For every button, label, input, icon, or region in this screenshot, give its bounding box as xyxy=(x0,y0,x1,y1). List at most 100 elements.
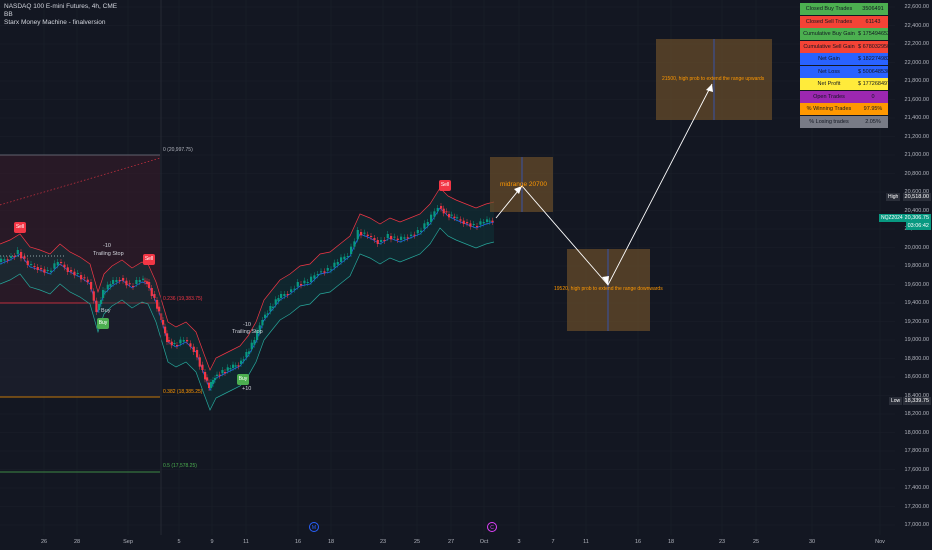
sell-signal-badge[interactable]: Sell xyxy=(14,222,26,233)
indicator-starx-label[interactable]: Starx Money Machine - finalversion xyxy=(4,19,106,26)
price-tick-label: 18,000.00 xyxy=(904,429,929,436)
stats-label: Net Loss xyxy=(818,68,840,75)
candle-body xyxy=(158,306,161,312)
indicator-bb-label[interactable]: BB xyxy=(4,11,13,18)
stats-row: % Winning Trades 97.95% xyxy=(800,103,888,115)
time-tick-label: Oct xyxy=(479,539,489,545)
candle-body xyxy=(95,300,98,312)
candle-body xyxy=(125,280,128,286)
candle-body xyxy=(122,278,125,281)
candle-body xyxy=(206,377,209,381)
candle-body xyxy=(3,259,6,261)
candle-body xyxy=(106,284,109,290)
candle-body xyxy=(221,370,224,374)
stats-value: 0 xyxy=(871,93,875,100)
candle-body xyxy=(440,206,443,209)
price-tick-label: 21,000.00 xyxy=(904,152,929,158)
candle-body xyxy=(232,364,235,368)
bar-countdown-badge: 03:06:42 xyxy=(905,222,931,230)
price-tick-label: 19,200.00 xyxy=(904,318,929,325)
candle-body xyxy=(266,313,269,315)
stats-row: Cumulative Buy Gain$ 17549465330 xyxy=(800,28,888,40)
down-target-zone xyxy=(567,249,650,331)
candle-body xyxy=(466,222,469,224)
price-tick-label: 20,400.00 xyxy=(904,207,929,214)
candle-body xyxy=(413,234,416,236)
candle-body xyxy=(70,270,73,272)
symbol-title[interactable]: NASDAQ 100 E-mini Futures, 4h, CME xyxy=(4,3,118,10)
stats-value: $ 18227498280 xyxy=(858,56,888,62)
candle-body xyxy=(138,280,141,282)
candle-body xyxy=(53,263,56,269)
candle-body xyxy=(469,223,472,227)
candle-body xyxy=(142,278,145,280)
candle-body xyxy=(118,280,121,281)
candle-body xyxy=(248,351,251,354)
buy-label: Buy xyxy=(101,308,111,314)
candle-body xyxy=(482,222,485,224)
price-tick-label: 21,800.00 xyxy=(904,78,929,84)
candle-body xyxy=(370,236,373,237)
candle-body xyxy=(330,269,333,271)
price-tick-label: 19,800.00 xyxy=(904,263,929,269)
candle-body xyxy=(453,216,456,218)
candle-body xyxy=(66,267,69,272)
candle-body xyxy=(258,325,261,333)
time-tick-label: 18 xyxy=(667,539,675,545)
candle-body xyxy=(46,270,49,271)
candle-body xyxy=(229,368,232,370)
candle-body xyxy=(36,267,39,270)
time-tick-label: 11 xyxy=(243,539,249,545)
stats-value: $ 17549465330 xyxy=(858,31,888,37)
sell-signal-badge[interactable]: Sell xyxy=(143,254,155,265)
time-tick-label: 16 xyxy=(294,539,302,545)
candle-body xyxy=(390,236,393,240)
buy-signal-badge[interactable]: Buy xyxy=(237,374,249,385)
candle-body xyxy=(320,271,323,273)
candle-body xyxy=(214,378,217,380)
candle-body xyxy=(179,339,182,344)
candle-body xyxy=(132,286,135,287)
candle-body xyxy=(164,326,167,334)
low-price-badge: 18,339.75 xyxy=(902,397,931,405)
time-tick-label: 25 xyxy=(413,539,421,545)
up-target-label[interactable]: 21500, high prob to extend the range upw… xyxy=(662,76,765,82)
sell-signal-badge[interactable]: Sell xyxy=(439,180,451,191)
candle-body xyxy=(448,214,451,218)
candle-body xyxy=(396,238,399,240)
candle-body xyxy=(250,342,253,350)
candle-body xyxy=(376,240,379,244)
candle-body xyxy=(23,256,26,259)
candle-body xyxy=(226,367,229,371)
time-tick-label: 28 xyxy=(73,539,81,545)
candle-body xyxy=(56,262,59,266)
time-tick-label: 5 xyxy=(177,539,181,545)
candle-body xyxy=(486,219,489,222)
candle-body xyxy=(283,294,286,296)
buy-signal-badge[interactable]: Buy xyxy=(97,318,109,329)
price-axis[interactable]: 22,600.00 22,400.00 22,200.00 22,000.00 21,8… xyxy=(895,0,932,535)
candle-body xyxy=(112,280,115,284)
candle-body xyxy=(272,306,275,308)
time-axis[interactable]: 26 28 Sep 5 9 11 16 18 23 25 27 Oct 3 7 11 16 18 23 25 30 No… xyxy=(0,535,932,550)
candle-body xyxy=(366,234,369,236)
candle-body xyxy=(166,333,169,342)
candle-body xyxy=(488,220,491,222)
candle-body xyxy=(459,219,462,221)
price-tick-label: 22,200.00 xyxy=(904,41,929,47)
down-target-label[interactable]: 19520, high prob to extend the range dow… xyxy=(554,286,663,292)
candle-body xyxy=(210,382,213,388)
price-tick-label: 18,600.00 xyxy=(904,374,929,380)
economic-event-icon xyxy=(309,522,319,532)
time-tick-label: 11 xyxy=(583,539,589,545)
stats-row: Net Profit $ 17726849750 xyxy=(800,78,888,90)
price-tick-label: 19,400.00 xyxy=(904,300,929,306)
candle-body xyxy=(224,372,227,373)
price-tick-label: 21,400.00 xyxy=(904,115,929,121)
price-tick-label: 20,600.00 xyxy=(904,189,929,195)
candle-body xyxy=(253,340,256,345)
midrange-label[interactable]: midrange 20700 xyxy=(500,181,547,188)
candle-body xyxy=(316,274,319,276)
candle-body xyxy=(150,288,153,296)
price-chart[interactable]: M C xyxy=(0,0,895,535)
